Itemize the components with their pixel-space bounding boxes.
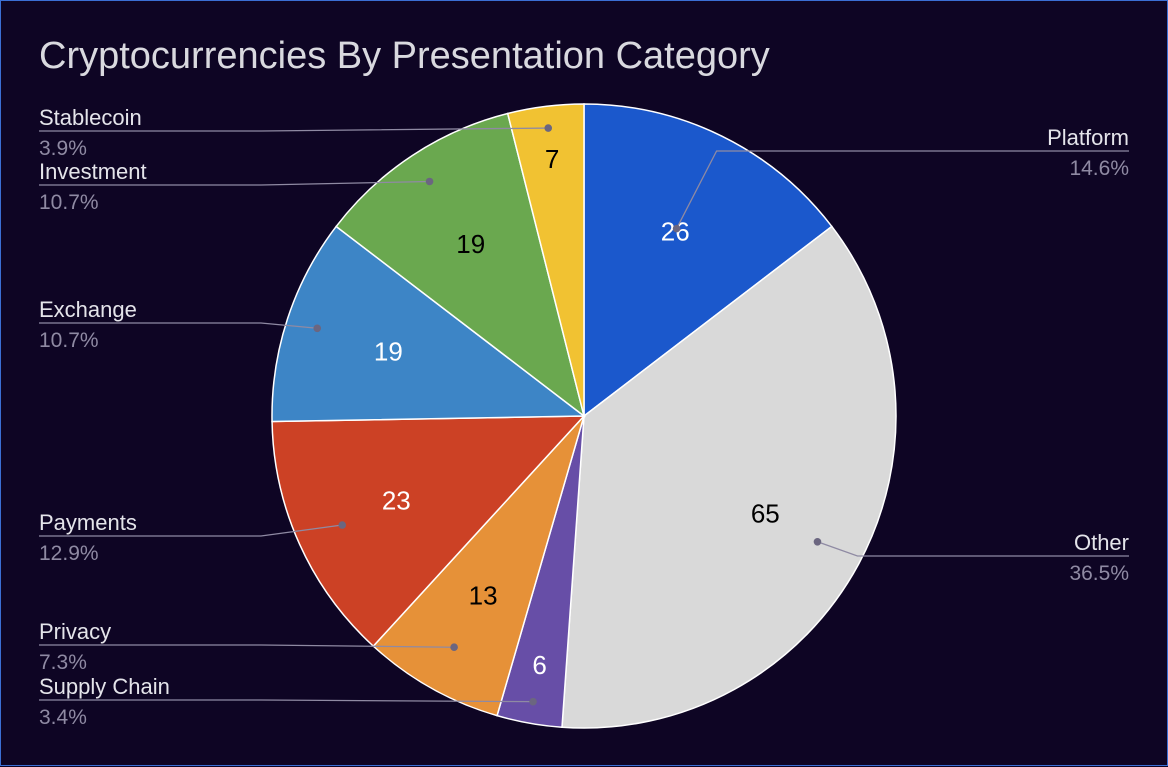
slice-percent-investment: 10.7% [39, 191, 99, 214]
leader-dot-stablecoin [544, 124, 553, 132]
slice-label-exchange: Exchange [39, 297, 137, 322]
slice-label-stablecoin: Stablecoin [39, 105, 142, 130]
slice-label-supply-chain: Supply Chain [39, 674, 170, 699]
leader-line-other [817, 541, 1129, 557]
pie-slices [271, 103, 897, 729]
pie-value-privacy: 13 [469, 581, 498, 611]
pie-legend-labels: Platform 14.6% Other 36.5% Supply Chain 3.4% P… [39, 105, 1129, 729]
pie-slice-exchange [271, 225, 587, 423]
pie-value-stablecoin: 7 [545, 144, 559, 174]
leader-line-platform [676, 150, 1129, 229]
leader-line-privacy [39, 644, 455, 648]
pie-value-payments: 23 [382, 486, 411, 516]
leader-dot-payments [338, 521, 347, 529]
slice-label-investment: Investment [39, 159, 147, 184]
slice-percent-stablecoin: 3.9% [39, 137, 87, 160]
leader-dot-other [813, 537, 822, 546]
leader-dot-supply-chain [529, 697, 537, 706]
leader-dot-platform [672, 224, 681, 233]
leader-line-supply-chain [39, 699, 534, 703]
pie-slice-other [561, 225, 897, 729]
slice-percent-privacy: 7.3% [39, 651, 87, 674]
slice-percent-supply-chain: 3.4% [39, 706, 87, 729]
slice-percent-platform: 14.6% [1069, 157, 1129, 180]
slice-percent-other: 36.5% [1069, 562, 1129, 585]
leader-dot-privacy [450, 643, 458, 652]
pie-slice-privacy [372, 415, 585, 717]
pie-value-investment: 19 [456, 229, 485, 259]
leader-line-exchange [39, 322, 318, 329]
leader-dot-investment [425, 177, 434, 186]
slice-percent-payments: 12.9% [39, 542, 99, 565]
chart-title: Cryptocurrencies By Presentation Categor… [39, 35, 770, 77]
slice-label-platform: Platform [1047, 125, 1129, 150]
pie-slice-stablecoin [506, 103, 585, 417]
pie-slice-payments [271, 415, 586, 648]
leader-line-payments [39, 524, 343, 537]
slice-label-payments: Payments [39, 510, 137, 535]
pie-value-supply-chain: 6 [532, 650, 546, 680]
pie-slice-platform [583, 103, 833, 418]
pie-value-exchange: 19 [374, 337, 403, 367]
slice-label-privacy: Privacy [39, 619, 111, 644]
leader-line-investment [39, 180, 430, 186]
slice-label-other: Other [1074, 530, 1129, 555]
leader-dot-exchange [313, 324, 322, 333]
slice-percent-exchange: 10.7% [39, 329, 99, 352]
pie-slice-investment [335, 112, 586, 418]
pie-value-other: 65 [751, 499, 780, 529]
leader-line-stablecoin [39, 127, 549, 132]
